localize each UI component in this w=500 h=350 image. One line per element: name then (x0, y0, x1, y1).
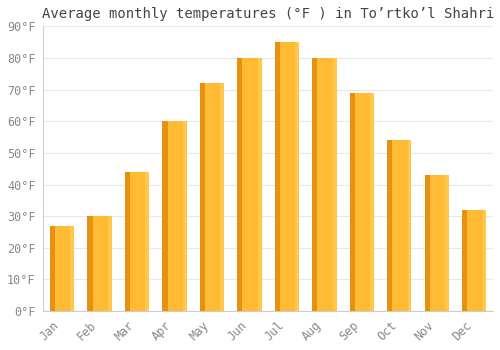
Bar (424, 175, 430, 311)
Bar (87, 216, 112, 311)
Bar (462, 210, 486, 311)
Bar (350, 93, 355, 311)
Bar (408, 140, 412, 311)
Title: Average monthly temperatures (°F ) in Toʼrtkoʼl Shahri: Average monthly temperatures (°F ) in To… (42, 7, 494, 21)
Bar (237, 58, 262, 311)
Bar (162, 121, 186, 311)
Bar (483, 210, 486, 311)
Bar (146, 172, 149, 311)
Bar (387, 140, 411, 311)
Bar (424, 175, 449, 311)
Bar (462, 210, 468, 311)
Bar (70, 226, 74, 311)
Bar (387, 140, 392, 311)
Bar (446, 175, 449, 311)
Bar (258, 58, 262, 311)
Bar (274, 42, 299, 311)
Bar (333, 58, 336, 311)
Bar (162, 121, 168, 311)
Bar (312, 58, 336, 311)
Bar (350, 93, 374, 311)
Bar (50, 226, 55, 311)
Bar (183, 121, 186, 311)
Bar (50, 226, 74, 311)
Bar (124, 172, 130, 311)
Bar (124, 172, 149, 311)
Bar (87, 216, 92, 311)
Bar (296, 42, 299, 311)
Bar (312, 58, 318, 311)
Bar (108, 216, 112, 311)
Bar (274, 42, 280, 311)
Bar (237, 58, 242, 311)
Bar (220, 83, 224, 311)
Bar (200, 83, 205, 311)
Bar (200, 83, 224, 311)
Bar (370, 93, 374, 311)
